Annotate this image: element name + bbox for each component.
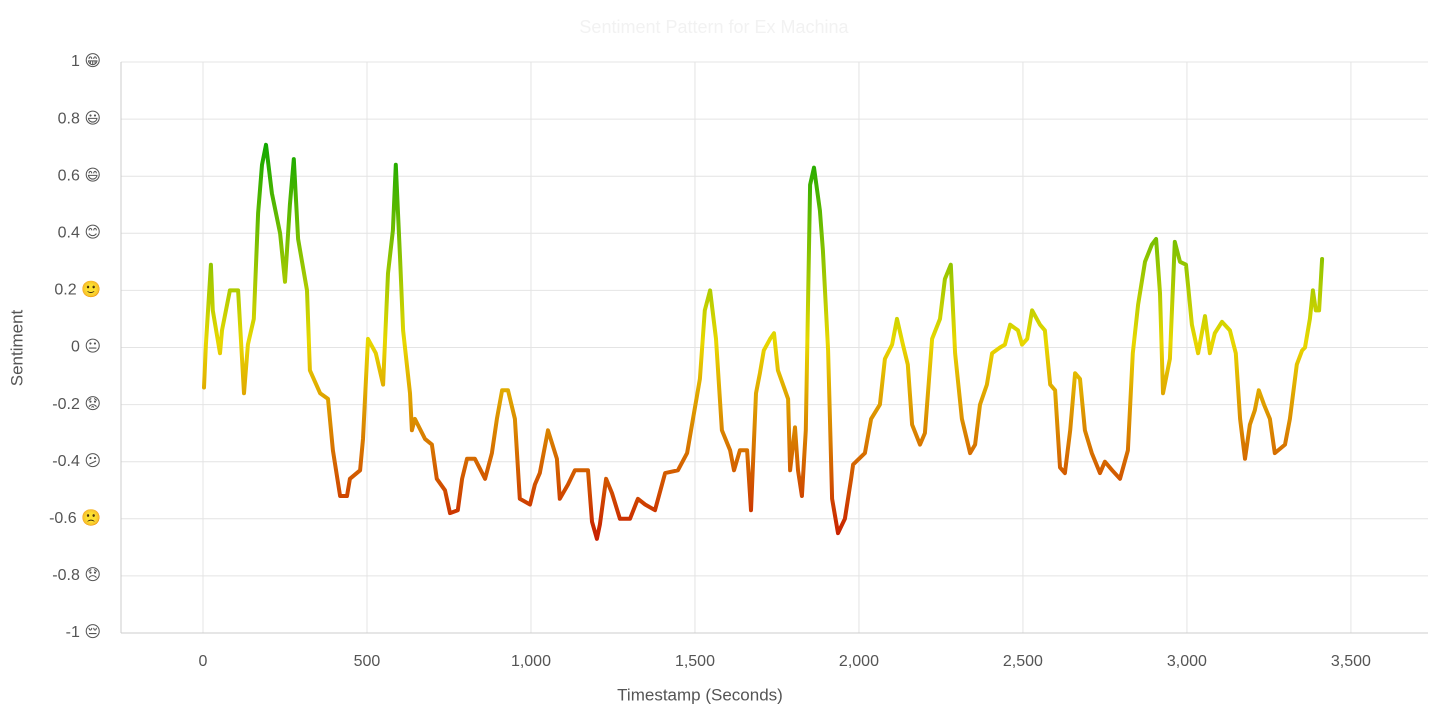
x-tick-label: 500 [354, 653, 381, 670]
x-tick-label: 1,500 [675, 653, 715, 670]
y-tick-label: 0.4 😊 [58, 225, 101, 242]
x-tick-label: 0 [199, 653, 208, 670]
y-tick-label: -0.2 😟 [52, 396, 101, 413]
y-tick-label: 0.8 😃 [58, 110, 101, 127]
x-tick-label: 1,000 [511, 653, 551, 670]
y-tick-label: 0.6 😄 [58, 167, 101, 184]
y-tick-label: -0.6 🙁 [49, 509, 101, 527]
y-tick-label: 0.2 🙂 [54, 281, 101, 299]
x-tick-label: 2,500 [1003, 653, 1043, 670]
y-tick-label: 1 😁 [71, 53, 101, 70]
x-axis-label: Timestamp (Seconds) [617, 685, 783, 704]
y-tick-label: 0 😐 [71, 339, 101, 356]
y-tick-label: -0.4 😕 [52, 453, 101, 470]
x-tick-label: 3,500 [1331, 653, 1371, 670]
y-tick-label: -0.8 😞 [52, 567, 101, 584]
x-tick-label: 3,000 [1167, 653, 1207, 670]
sentiment-line [202, 142, 1325, 541]
y-tick-label: -1 😔 [66, 624, 101, 641]
chart-title: Sentiment Pattern for Ex Machina [579, 17, 849, 37]
x-tick-label: 2,000 [839, 653, 879, 670]
y-axis-label: Sentiment [7, 309, 26, 386]
